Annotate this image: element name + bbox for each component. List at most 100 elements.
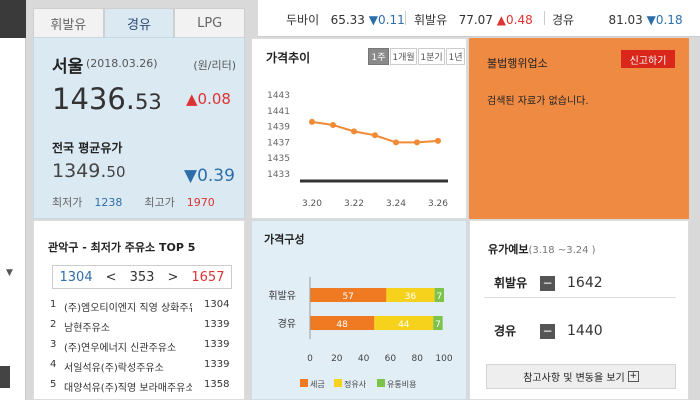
ticker-divider bbox=[544, 11, 545, 25]
tab-diesel[interactable]: 경유 bbox=[103, 8, 175, 38]
national-price: 1349.50 bbox=[52, 160, 126, 182]
min-label: 최저가 bbox=[52, 196, 83, 209]
price-summary-panel: 서울 (2018.03.26) (원/리터) 1436.53 ▲0.08 전국 … bbox=[33, 37, 245, 219]
lowest-stations-title: 관악구 - 최저가 주유소 TOP 5 bbox=[48, 241, 196, 254]
illegal-business-title: 불법행위업소 bbox=[487, 57, 548, 70]
oil-price-ticker: 두바이 65.33 ▼0.11 휘발유 77.07 ▲0.48 경유 81.03… bbox=[258, 0, 700, 37]
ticker-change: 0.18 bbox=[655, 13, 683, 27]
x-tick-label: 3.20 bbox=[302, 199, 322, 209]
forecast-label: 휘발유 bbox=[494, 276, 528, 290]
x-tick-label: 40 bbox=[358, 354, 370, 364]
ticker-divider bbox=[405, 11, 406, 25]
bar-value-label: 36 bbox=[405, 292, 417, 302]
legend-label: 유통비용 bbox=[387, 380, 416, 389]
list-item[interactable]: 1 (주)엠오티이엔지 직영 상화주유소 1304 bbox=[50, 299, 240, 319]
forecast-value: 1642 bbox=[567, 275, 603, 291]
current-count: 353 bbox=[129, 269, 155, 285]
data-point bbox=[372, 132, 378, 139]
list-item[interactable]: 4 서일석유(주)락성주유소 1339 bbox=[50, 359, 240, 379]
ticker-value: 77.07 bbox=[458, 13, 493, 27]
station-name[interactable]: 서일석유(주)락성주유소 bbox=[64, 363, 164, 374]
ticker-name: 휘발유 bbox=[414, 13, 448, 27]
left-strip-handle[interactable] bbox=[0, 366, 10, 388]
station-price: 1339 bbox=[204, 319, 230, 330]
ticker-name: 경유 bbox=[552, 13, 575, 27]
y-tick-label: 1437 bbox=[267, 138, 290, 148]
x-tick-label: 80 bbox=[411, 354, 423, 364]
no-results-message: 검색된 자료가 없습니다. bbox=[487, 96, 589, 107]
period-1week-button[interactable]: 1주 bbox=[368, 48, 389, 65]
station-rank: 5 bbox=[50, 379, 57, 390]
down-triangle-icon: ▼ bbox=[184, 166, 198, 186]
bar-segment bbox=[310, 288, 387, 302]
report-button[interactable]: 신고하기 bbox=[621, 50, 675, 68]
max-value: 1970 bbox=[186, 196, 215, 209]
list-item[interactable]: 3 (주)연우에너지 신관주유소 1339 bbox=[50, 339, 240, 359]
tab-lpg[interactable]: LPG bbox=[174, 8, 246, 38]
bar-segment bbox=[434, 288, 444, 302]
forecast-range: (3.18 ~3.24 ) bbox=[528, 245, 596, 256]
next-arrow-icon[interactable]: > bbox=[167, 269, 179, 285]
regional-price: 1436.53 bbox=[52, 82, 162, 116]
x-tick-label: 3.24 bbox=[386, 199, 406, 209]
forecast-value: 1440 bbox=[567, 323, 603, 339]
bar-value-label: 7 bbox=[436, 292, 442, 302]
x-tick-label: 0 bbox=[307, 354, 313, 364]
station-price: 1339 bbox=[204, 359, 230, 370]
list-item[interactable]: 5 대양석유(주)직영 보라매주유소 1358 bbox=[50, 379, 240, 399]
prev-arrow-icon[interactable]: < bbox=[105, 269, 117, 285]
ticker-change: 0.11 bbox=[378, 13, 405, 27]
data-point bbox=[435, 137, 441, 144]
x-tick-label: 3.26 bbox=[428, 199, 448, 209]
view-notes-button[interactable]: 참고사항 및 변동율 보기 + bbox=[486, 364, 676, 389]
forecast-row-gasoline: 휘발유 −1642 bbox=[494, 274, 603, 291]
tab-gasoline[interactable]: 휘발유 bbox=[33, 8, 104, 38]
bar-value-label: 57 bbox=[342, 292, 353, 302]
regional-change-value: 0.08 bbox=[197, 90, 231, 108]
data-point bbox=[414, 139, 420, 146]
station-name[interactable]: 대양석유(주)직영 보라매주유소 bbox=[64, 383, 192, 394]
lowest-price-stations-card: 관악구 - 최저가 주유소 TOP 5 1304 < 353 > 1657 1 (… bbox=[33, 220, 245, 400]
left-strip-header bbox=[0, 0, 26, 38]
price-composition-title: 가격구성 bbox=[264, 233, 305, 246]
station-name[interactable]: (주)연우에너지 신관주유소 bbox=[64, 343, 177, 354]
price-composition-card: 가격구성 휘발유 57 36 7 경유 48 44 7 0 20 40 60 80 100 세금 정유사 유통비… bbox=[251, 220, 467, 400]
price-trend-title: 가격추이 bbox=[266, 51, 311, 65]
regional-price-dec: 53 bbox=[135, 90, 162, 114]
region-name: 서울 bbox=[52, 57, 84, 77]
view-notes-label: 참고사항 및 변동율 보기 bbox=[523, 373, 625, 384]
forecast-title: 유가예보(3.18 ~3.24 ) bbox=[488, 241, 596, 257]
category-label: 휘발유 bbox=[268, 290, 296, 302]
regional-price-int: 1436. bbox=[52, 82, 136, 116]
legend-swatch bbox=[334, 379, 342, 387]
category-label: 경유 bbox=[278, 317, 296, 330]
period-1month-button[interactable]: 1개월 bbox=[390, 48, 417, 65]
bar-value-label: 44 bbox=[398, 320, 410, 330]
dropdown-arrow-icon[interactable]: ▼ bbox=[6, 268, 13, 278]
x-tick-label: 100 bbox=[435, 354, 452, 364]
station-list: 1 (주)엠오티이엔지 직영 상화주유소 1304 2 남현주유소 1339 3 (주)연… bbox=[50, 299, 240, 399]
period-1year-button[interactable]: 1년 bbox=[446, 48, 465, 65]
data-point bbox=[351, 128, 357, 135]
ticker-item-diesel[interactable]: 경유 81.03 ▼0.18 bbox=[552, 11, 683, 28]
national-price-change: ▼0.39 bbox=[184, 166, 235, 186]
national-price-dec: 50 bbox=[106, 163, 126, 181]
price-date: (2018.03.26) bbox=[86, 57, 158, 70]
x-tick-label: 20 bbox=[331, 354, 343, 364]
station-name[interactable]: 남현주유소 bbox=[64, 323, 110, 334]
period-1quarter-button[interactable]: 1분기 bbox=[418, 48, 445, 65]
minus-icon: − bbox=[540, 276, 555, 291]
station-name[interactable]: (주)엠오티이엔지 직영 상화주유소 bbox=[64, 303, 192, 314]
station-rank: 4 bbox=[50, 359, 57, 370]
down-triangle-icon: ▼ bbox=[646, 13, 656, 27]
max-label: 최고가 bbox=[144, 196, 175, 209]
legend-swatch bbox=[300, 379, 308, 387]
price-trend-card: 가격추이 1주 1개월 1분기 1년 1433 1435 1437 1439 1441 1… bbox=[251, 38, 467, 219]
list-item[interactable]: 2 남현주유소 1339 bbox=[50, 319, 240, 339]
ticker-item-dubai[interactable]: 두바이 65.33 ▼0.11 bbox=[286, 11, 405, 28]
up-triangle-icon: ▲ bbox=[186, 90, 198, 108]
ticker-item-gasoline[interactable]: 휘발유 77.07 ▲0.48 bbox=[414, 11, 533, 28]
minus-icon: − bbox=[540, 324, 555, 339]
legend-swatch bbox=[377, 379, 385, 387]
